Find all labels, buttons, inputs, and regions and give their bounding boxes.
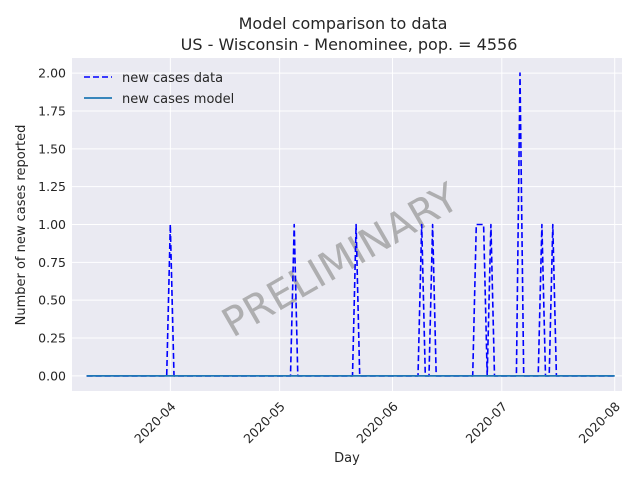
x-axis-label: Day: [334, 451, 360, 466]
y-tick-label: 1.50: [38, 141, 66, 156]
y-tick-labels: 0.00 0.25 0.50 0.75 1.00 1.25 1.50 1.75 2.00: [38, 66, 66, 384]
x-tick-label: 2020-06: [353, 399, 401, 447]
y-tick-label: 1.25: [38, 179, 66, 194]
x-tick-labels: 2020-04 2020-05 2020-06 2020-07 2020-08: [131, 399, 623, 447]
y-tick-label: 0.00: [38, 368, 66, 383]
y-tick-label: 0.50: [38, 293, 66, 308]
legend: new cases data new cases model: [84, 71, 234, 107]
series-layer: [86, 72, 615, 377]
y-axis-label: Number of new cases reported: [14, 125, 29, 326]
chart-subtitle: US - Wisconsin - Menominee, pop. = 4556: [181, 35, 518, 54]
x-tick-label: 2020-04: [131, 399, 179, 447]
legend-label-model: new cases model: [122, 92, 234, 107]
y-tick-label: 0.75: [38, 255, 66, 270]
x-tick-label: 2020-05: [240, 399, 288, 447]
legend-label-data: new cases data: [122, 71, 223, 86]
y-tick-label: 0.25: [38, 331, 66, 346]
x-tick-label: 2020-08: [575, 399, 623, 447]
y-tick-label: 1.75: [38, 103, 66, 118]
x-tick-label: 2020-07: [463, 399, 511, 447]
chart-title: Model comparison to data: [239, 14, 448, 33]
y-tick-label: 2.00: [38, 66, 66, 81]
y-tick-label: 1.00: [38, 217, 66, 232]
grid: [72, 58, 622, 391]
